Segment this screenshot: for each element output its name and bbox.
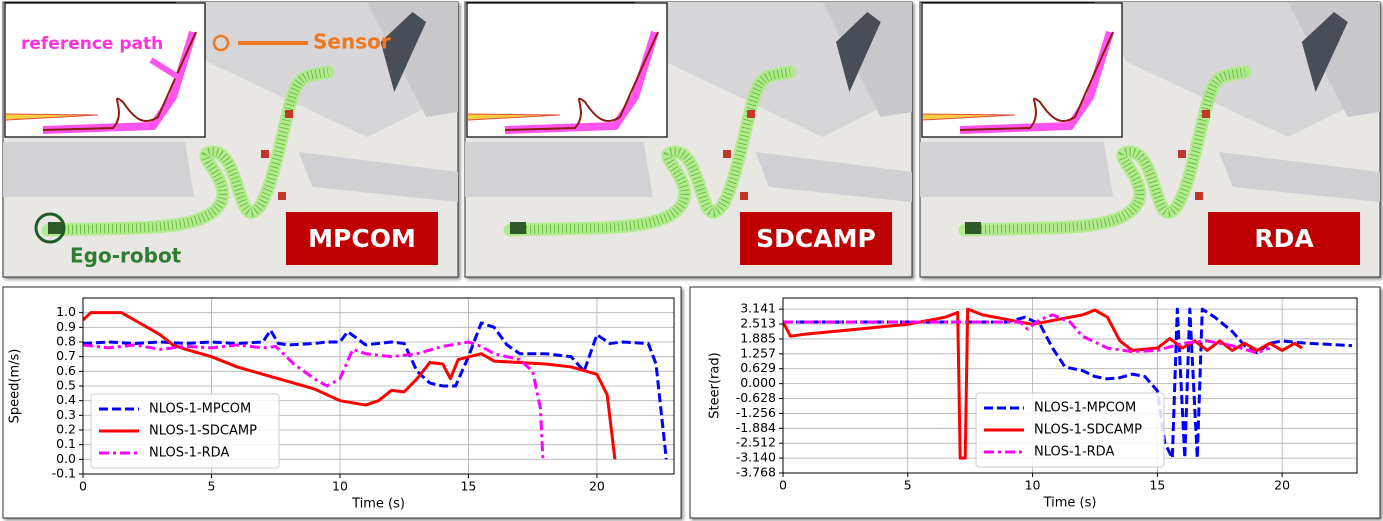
y-tick-label: 0.7	[56, 348, 76, 363]
legend-label: NLOS-1-RDA	[1034, 445, 1114, 460]
method-label: SDCAMP	[756, 224, 876, 253]
y-tick-label: 0.0	[56, 451, 76, 466]
obstacle	[285, 110, 293, 118]
legend-label: NLOS-1-MPCOM	[149, 402, 251, 417]
y-axis-label: Speed(m/s)	[8, 349, 23, 424]
y-tick-label: 3.141	[740, 301, 776, 316]
y-tick-label: 1.257	[740, 345, 776, 360]
y-tick-label: -1.256	[736, 405, 776, 420]
y-axis-label: Steer(rad)	[708, 352, 723, 418]
method-label-box: SDCAMP	[740, 212, 892, 265]
sim-panel: MPCOM reference path Sensor Ego-robot	[3, 2, 458, 277]
y-tick-label: -2.512	[736, 435, 776, 450]
y-tick-label: -3.768	[736, 465, 776, 480]
y-tick-label: 2.513	[740, 316, 776, 331]
x-tick-label: 20	[1274, 478, 1290, 493]
y-tick-label: 0.9	[56, 319, 76, 334]
method-label-box: RDA	[1208, 212, 1360, 265]
block	[3, 142, 194, 197]
legend-label: NLOS-1-SDCAMP	[149, 424, 257, 439]
obstacle	[723, 150, 731, 158]
obstacle	[1178, 150, 1186, 158]
sim-panel: SDCAMP	[465, 2, 912, 277]
figure: MPCOM reference path Sensor Ego-robot SDCAMP…	[0, 0, 1383, 521]
x-tick-label: 5	[904, 478, 912, 493]
obstacle	[1202, 110, 1210, 118]
method-label: MPCOM	[308, 224, 416, 253]
x-tick-label: 10	[332, 479, 348, 494]
y-tick-label: 0.000	[740, 375, 776, 390]
x-tick-label: 5	[208, 479, 216, 494]
ego-robot	[965, 222, 981, 234]
block	[465, 142, 653, 197]
x-axis-label: Time (s)	[1043, 496, 1097, 511]
sim-panel: RDA	[920, 2, 1380, 277]
ego-robot	[510, 222, 526, 234]
obstacle	[740, 192, 748, 200]
y-tick-label: -0.628	[736, 390, 776, 405]
annotation: Ego-robot	[70, 244, 182, 268]
y-tick-label: 0.5	[56, 378, 76, 393]
method-label: RDA	[1254, 224, 1314, 253]
x-tick-label: 0	[79, 479, 87, 494]
y-tick-label: 0.4	[56, 392, 76, 407]
annotation: Sensor	[313, 30, 391, 54]
y-tick-label: -1.884	[736, 420, 776, 435]
x-tick-label: 0	[779, 478, 787, 493]
page: MPCOM reference path Sensor Ego-robot SDCAMP…	[0, 0, 1383, 521]
y-tick-label: 0.8	[56, 334, 76, 349]
legend-label: NLOS-1-RDA	[149, 446, 229, 461]
y-tick-label: -0.1	[52, 466, 76, 481]
x-tick-label: 10	[1025, 478, 1041, 493]
obstacle	[747, 110, 755, 118]
legend: NLOS-1-MPCOM NLOS-1-SDCAMP NLOS-1-RDA	[91, 394, 279, 468]
y-tick-label: 0.1	[56, 436, 76, 451]
block	[920, 142, 1113, 197]
y-tick-label: 0.2	[56, 422, 76, 437]
y-tick-label: 1.0	[56, 304, 76, 319]
y-tick-label: 0.3	[56, 407, 76, 422]
x-tick-label: 20	[589, 479, 605, 494]
x-tick-label: 15	[1149, 478, 1165, 493]
y-tick-label: 0.6	[56, 363, 76, 378]
legend: NLOS-1-MPCOM NLOS-1-SDCAMP NLOS-1-RDA	[976, 393, 1164, 467]
y-tick-label: 1.885	[740, 330, 776, 345]
annotation: reference path	[21, 34, 163, 54]
legend-label: NLOS-1-MPCOM	[1034, 401, 1136, 416]
obstacle	[278, 192, 286, 200]
y-tick-label: 0.629	[740, 360, 776, 375]
obstacle	[1195, 192, 1203, 200]
x-axis-label: Time (s)	[351, 497, 405, 512]
y-tick-label: -3.140	[736, 450, 776, 465]
ego-robot	[48, 222, 64, 234]
legend-label: NLOS-1-SDCAMP	[1034, 423, 1142, 438]
method-label-box: MPCOM	[286, 212, 438, 265]
obstacle	[261, 150, 269, 158]
x-tick-label: 15	[460, 479, 476, 494]
